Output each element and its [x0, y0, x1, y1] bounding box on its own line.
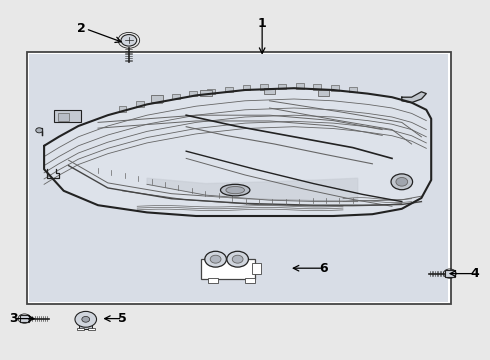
- Bar: [151, 95, 163, 102]
- Ellipse shape: [220, 184, 250, 196]
- Bar: [208, 278, 218, 283]
- Bar: [29, 54, 448, 302]
- Bar: [314, 84, 321, 90]
- Bar: [200, 90, 212, 96]
- Bar: [172, 94, 179, 99]
- Circle shape: [210, 255, 221, 263]
- Polygon shape: [44, 88, 431, 216]
- Text: 1: 1: [258, 17, 267, 30]
- Polygon shape: [402, 92, 426, 103]
- Ellipse shape: [396, 177, 408, 186]
- Bar: [136, 101, 144, 107]
- Polygon shape: [147, 178, 358, 202]
- Bar: [252, 263, 261, 274]
- Bar: [27, 52, 451, 304]
- Circle shape: [205, 251, 226, 267]
- Circle shape: [82, 316, 90, 322]
- Bar: [296, 84, 304, 89]
- Bar: [260, 84, 268, 90]
- Text: 4: 4: [471, 267, 480, 280]
- Bar: [349, 87, 357, 93]
- Text: 3: 3: [9, 312, 18, 325]
- Text: 6: 6: [319, 262, 328, 275]
- Bar: [201, 259, 255, 279]
- Bar: [318, 90, 329, 96]
- Bar: [20, 315, 29, 322]
- Polygon shape: [37, 128, 42, 135]
- Ellipse shape: [391, 174, 413, 190]
- Bar: [264, 88, 275, 94]
- Circle shape: [121, 35, 137, 46]
- Text: 2: 2: [77, 22, 86, 35]
- Bar: [245, 278, 255, 283]
- Ellipse shape: [226, 186, 245, 194]
- Circle shape: [232, 255, 243, 263]
- Circle shape: [36, 128, 43, 133]
- Bar: [243, 85, 250, 90]
- Bar: [119, 106, 126, 112]
- Bar: [77, 328, 84, 330]
- Circle shape: [227, 251, 248, 267]
- Circle shape: [75, 311, 97, 327]
- Bar: [88, 328, 95, 330]
- Bar: [54, 110, 81, 122]
- Bar: [331, 85, 339, 91]
- Bar: [154, 97, 162, 103]
- Bar: [278, 84, 286, 89]
- Bar: [190, 91, 197, 96]
- Bar: [445, 270, 455, 277]
- Bar: [79, 319, 92, 329]
- Bar: [58, 113, 69, 121]
- Bar: [225, 87, 233, 92]
- Text: 5: 5: [118, 312, 127, 325]
- Bar: [207, 89, 215, 94]
